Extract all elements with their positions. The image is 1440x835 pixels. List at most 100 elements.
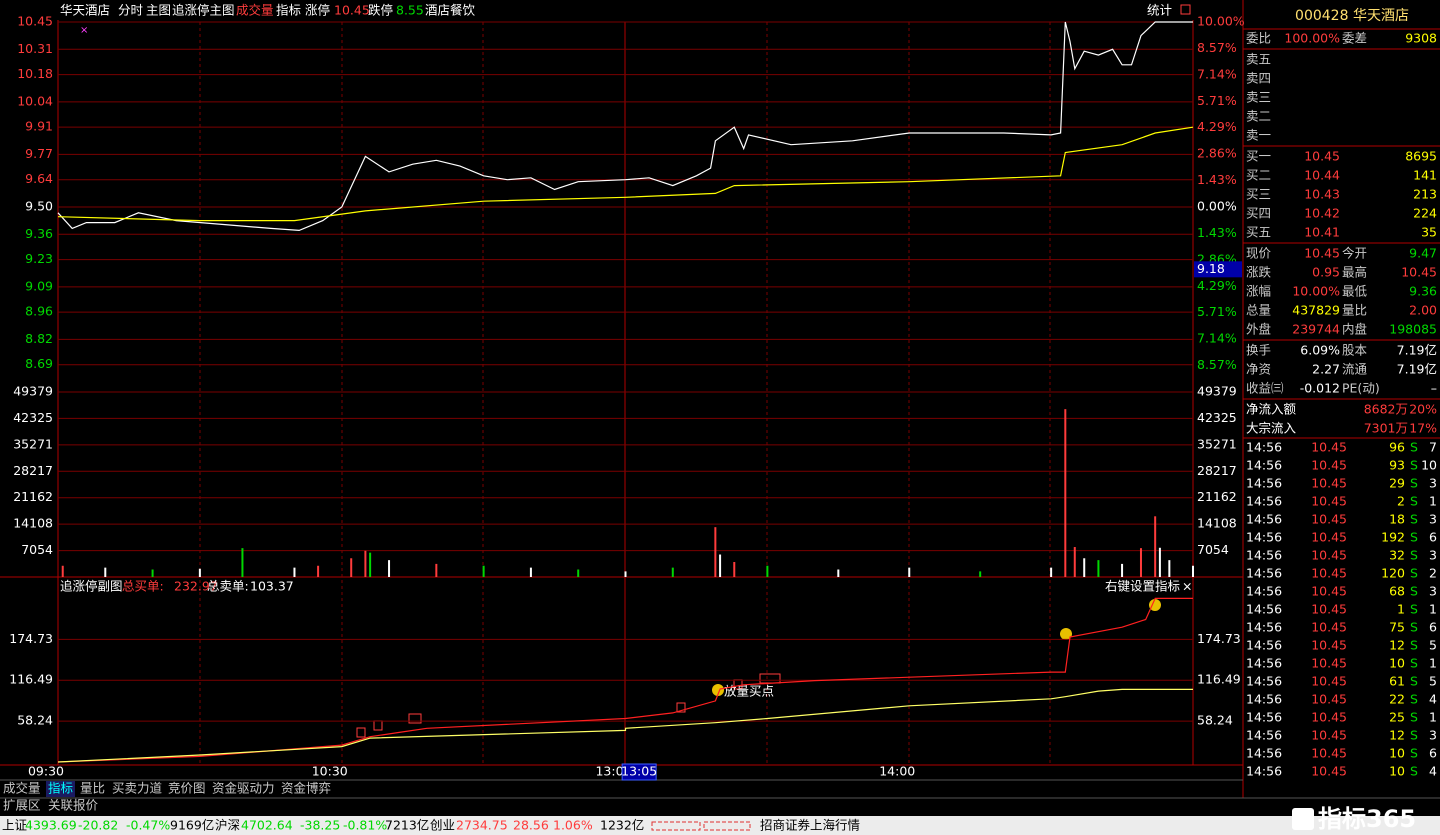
stats-button[interactable]: 统计 (1147, 3, 1172, 18)
bottom-tab[interactable]: 关联报价 (48, 798, 99, 813)
panel-cell: 75 (1389, 620, 1405, 635)
marker: × (80, 25, 88, 36)
panel-cell: S (1410, 440, 1418, 455)
header-tab[interactable]: 指标 (276, 3, 301, 18)
index-change: -20.82 (78, 818, 118, 833)
panel-cell: 35 (1421, 225, 1437, 240)
tab[interactable]: 指标 (48, 781, 73, 796)
y-tick-label: 116.49 (9, 672, 53, 687)
volume-bar (1050, 567, 1053, 577)
volume-bar (151, 569, 154, 577)
close-button[interactable]: × (1182, 579, 1192, 594)
panel-cell: 换手 (1246, 343, 1271, 358)
volume-bar (317, 565, 320, 577)
y-tick-label: 10.18 (17, 66, 53, 81)
tab[interactable]: 成交量 (3, 781, 41, 796)
tab[interactable]: 资金博弈 (281, 781, 331, 796)
volume-bar (1073, 547, 1076, 577)
panel-cell: 14:56 (1246, 530, 1282, 545)
y-tick-label-right: 174.73 (1197, 631, 1241, 646)
panel-cell: 18 (1389, 512, 1405, 527)
panel-cell: 10.44 (1304, 168, 1340, 183)
panel-cell: 10.45 (1311, 638, 1347, 653)
panel-cell: S (1410, 746, 1418, 761)
panel-cell: 14:56 (1246, 476, 1282, 491)
industry: 酒店餐饮 (425, 3, 476, 18)
smiley-icon (1149, 599, 1161, 611)
panel-cell: 1 (1429, 602, 1437, 617)
series-line (57, 126, 1194, 222)
panel-cell: 14:56 (1246, 494, 1282, 509)
panel-cell: 10.45 (1311, 728, 1347, 743)
tab[interactable]: 买卖力道 (112, 781, 163, 796)
panel-cell: 198085 (1389, 322, 1437, 337)
tab[interactable]: 资金驱动力 (212, 781, 275, 796)
window-button[interactable] (1180, 4, 1191, 15)
settings-label[interactable]: 右键设置指标 (1105, 579, 1180, 594)
x-tick-label: 14:00 (879, 764, 915, 779)
y-tick-label: 9.09 (25, 278, 53, 293)
volume-bar (1154, 516, 1157, 577)
y-tick-label-right: 42325 (1197, 410, 1237, 425)
volume-bar (241, 548, 244, 577)
panel-cell: 10 (1421, 458, 1437, 473)
panel-cell: 239744 (1292, 322, 1340, 337)
y2-tick-label: 7.14% (1197, 331, 1237, 346)
y-tick-label: 9.36 (25, 226, 53, 241)
y-tick-label: 9.64 (25, 171, 53, 186)
y-tick-label: 8.96 (25, 304, 53, 319)
y-tick-label-right: 21162 (1197, 489, 1237, 504)
y-tick-label: 14108 (13, 516, 53, 531)
panel-cell: 14:56 (1246, 548, 1282, 563)
volume-bar (1097, 560, 1100, 577)
header-tab[interactable]: 成交量 (236, 3, 274, 18)
y-tick-label: 21162 (13, 489, 53, 504)
y-tick-label: 8.69 (25, 356, 53, 371)
panel-cell: 4 (1429, 764, 1437, 779)
panel-cell: 14:56 (1246, 710, 1282, 725)
header-tab[interactable]: 主图 (146, 3, 171, 18)
panel-cell: 10.45 (1304, 149, 1340, 164)
buy-icon (356, 727, 366, 738)
y-tick-label: 10.31 (17, 41, 53, 56)
panel-cell: 12 (1389, 638, 1405, 653)
panel-cell: S (1410, 764, 1418, 779)
panel-cell: 14:56 (1246, 656, 1282, 671)
panel-cell: 12 (1389, 728, 1405, 743)
panel-cell: 1 (1397, 602, 1405, 617)
panel-cell: 213 (1413, 187, 1437, 202)
y-tick-label: 35271 (13, 436, 53, 451)
watermark-logo (1292, 808, 1314, 830)
volume-bar (198, 568, 201, 577)
y-tick-label: 10.04 (17, 93, 53, 108)
tab[interactable]: 量比 (80, 781, 105, 796)
header-tab[interactable]: 分时 (118, 3, 144, 18)
panel-cell: 内盘 (1342, 322, 1367, 337)
panel-cell: 32 (1389, 548, 1405, 563)
panel-cell: 委比 (1246, 31, 1271, 46)
panel-cell: 10.45 (1311, 602, 1347, 617)
panel-cell: 14:56 (1246, 458, 1282, 473)
buy-icon (676, 702, 686, 713)
y-tick-label: 9.77 (25, 146, 53, 161)
panel-cell: 3 (1429, 728, 1437, 743)
panel-cell: 总量 (1246, 303, 1271, 318)
buy-icon (408, 713, 422, 724)
panel-cell: 192 (1381, 530, 1405, 545)
panel-cell: 141 (1413, 168, 1437, 183)
volume-bar (1168, 560, 1171, 577)
panel-cell: 10.45 (1311, 710, 1347, 725)
volume-bar (293, 567, 296, 577)
panel-cell: 2 (1397, 494, 1405, 509)
activity-icon (651, 821, 701, 831)
y2-tick-label: 8.57% (1197, 357, 1237, 372)
volume-bar (1158, 547, 1161, 577)
tab[interactable]: 竞价图 (168, 781, 206, 796)
volume-bar (1083, 558, 1086, 577)
panel-cell: 2 (1429, 566, 1437, 581)
panel-cell: 1 (1429, 710, 1437, 725)
tab-bar: 成交量 指标 量比 买卖力道 竞价图 资金驱动力 资金博弈 扩展区 关联报价 (0, 779, 1440, 813)
header-tab[interactable]: 追涨停主图 (172, 3, 235, 18)
bottom-tab[interactable]: 扩展区 (3, 798, 41, 813)
volume-bar (1064, 409, 1067, 577)
